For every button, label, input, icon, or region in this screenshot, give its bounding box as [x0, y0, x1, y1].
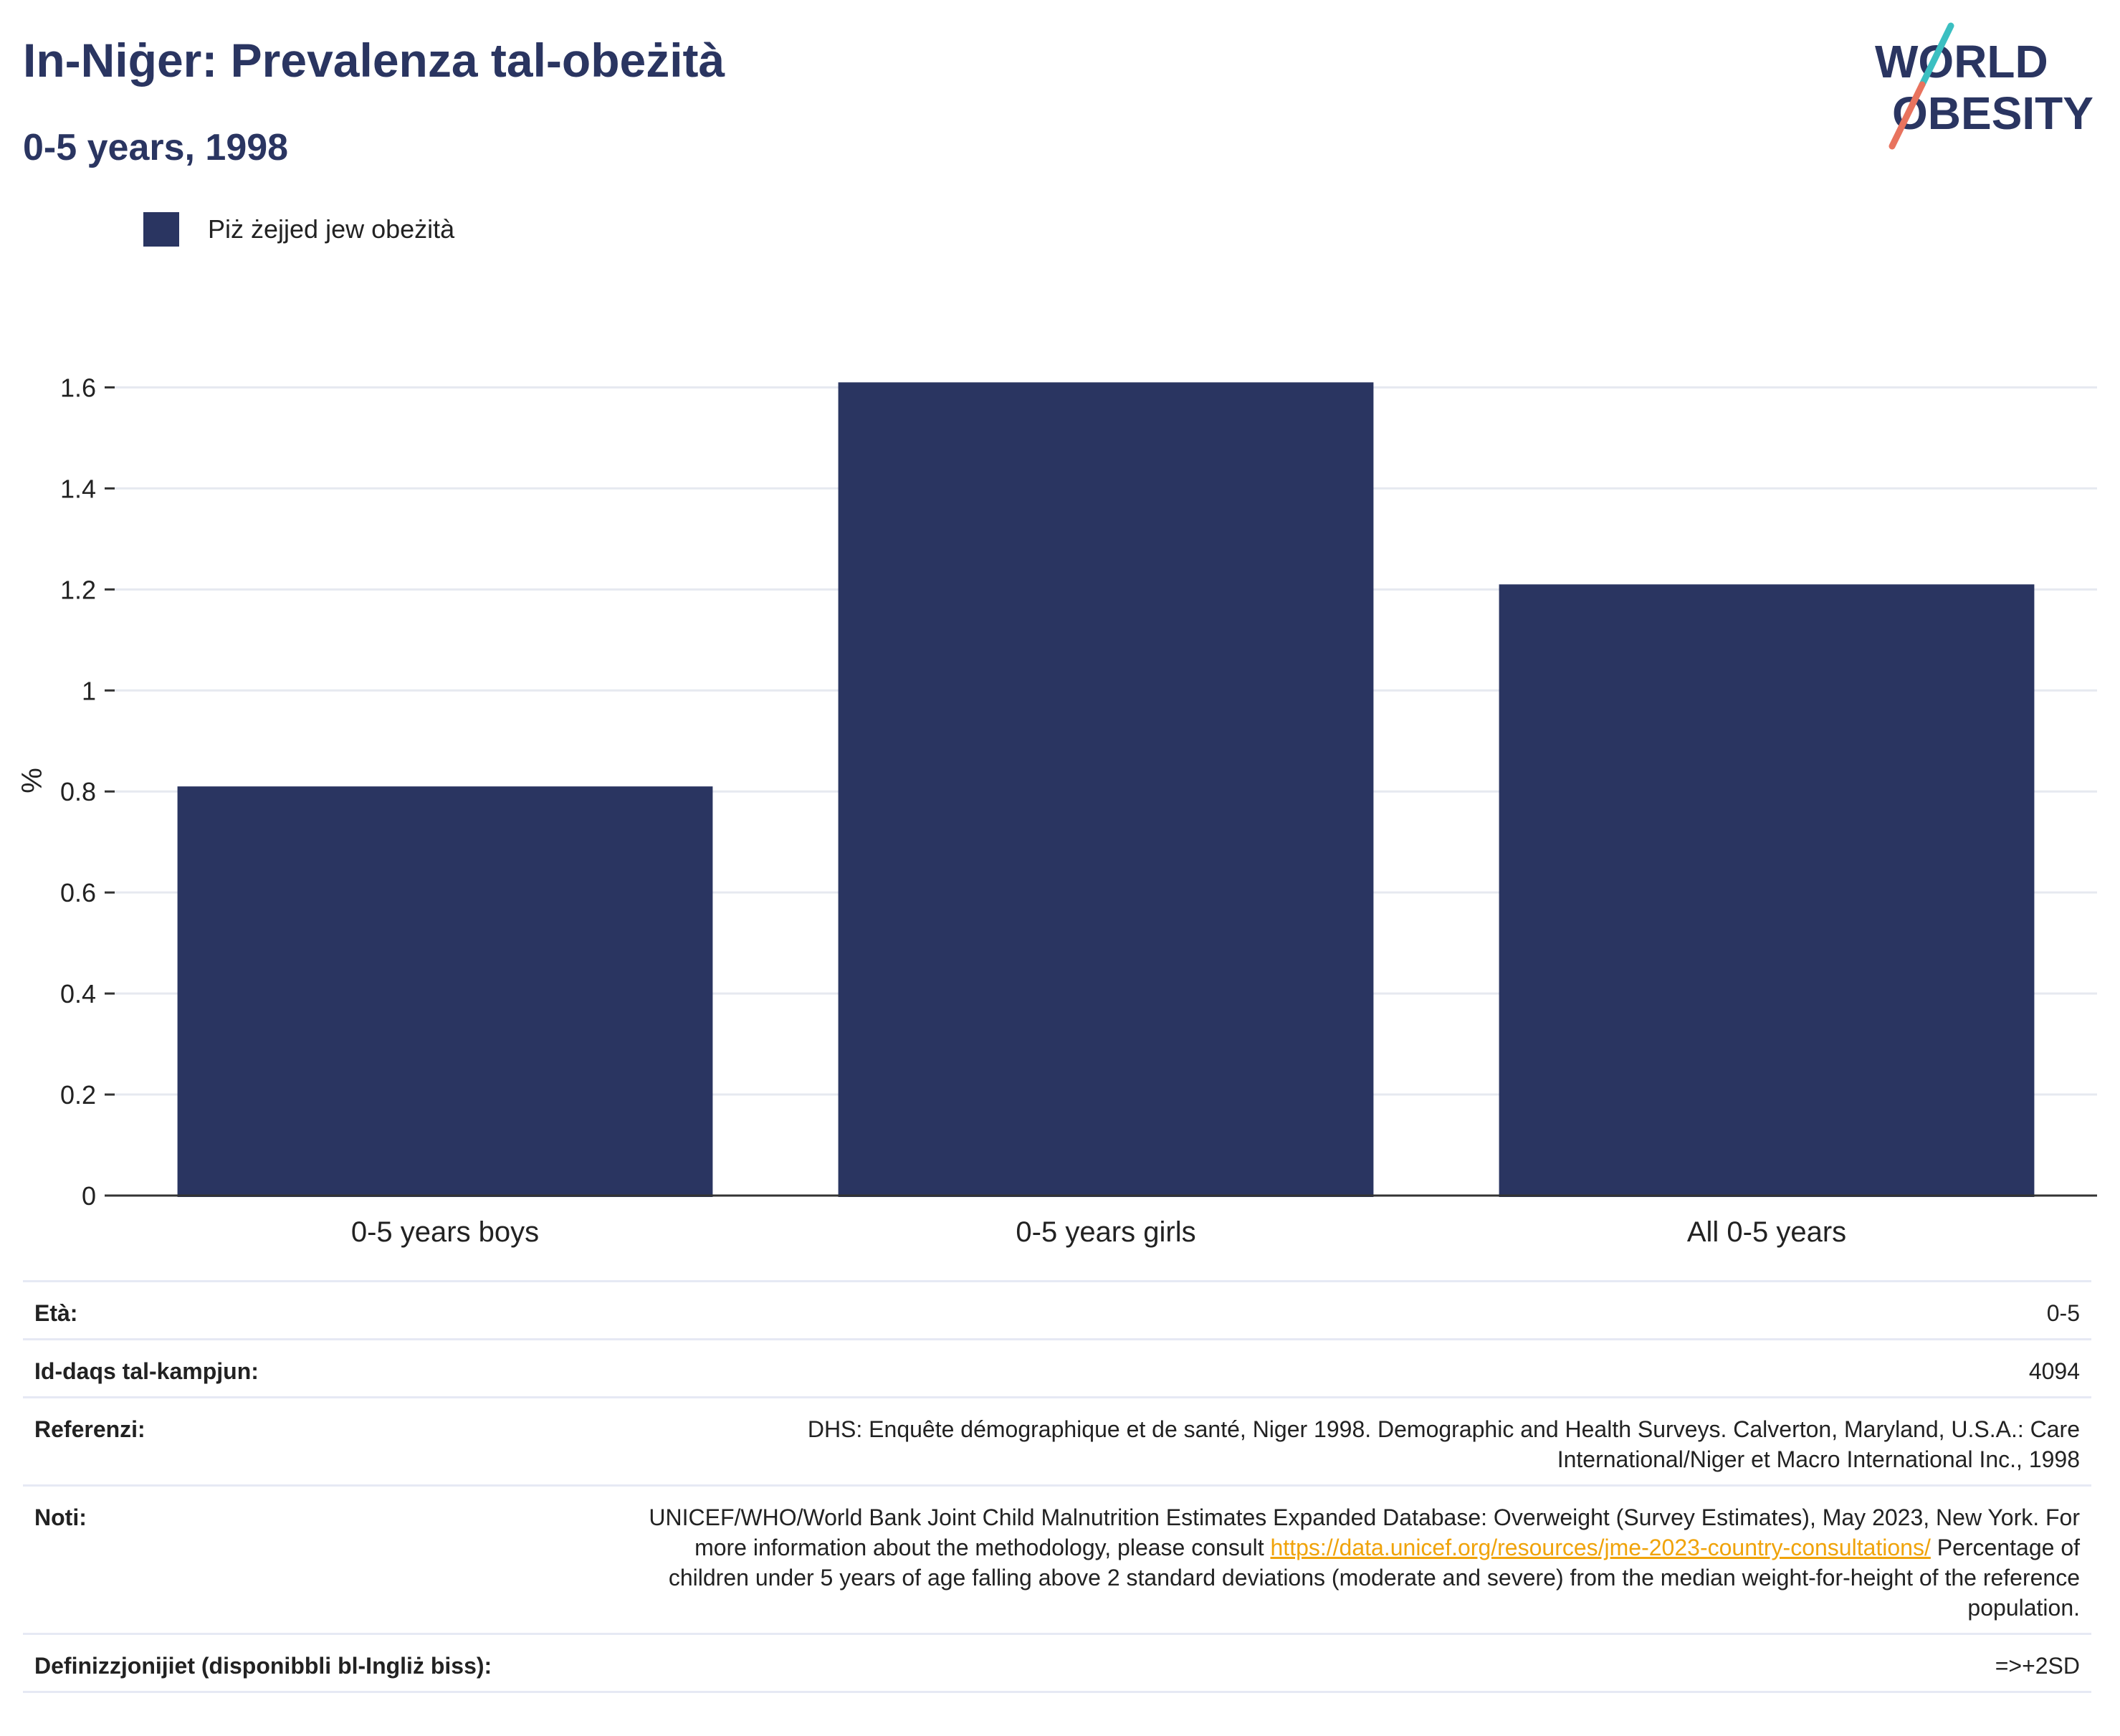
y-tick-label: 0.2: [60, 1080, 96, 1110]
y-tick-label: 0.6: [60, 878, 96, 907]
info-key-references: Referenzi:: [23, 1396, 634, 1486]
info-key-notes: Noti:: [23, 1484, 634, 1634]
y-tick-label: 1.6: [60, 373, 96, 402]
legend-label: Piż żejjed jew obeżità: [208, 214, 455, 244]
chart-subtitle: 0-5 years, 1998: [23, 127, 289, 168]
logo-line2: OBESITY: [1892, 87, 2093, 139]
info-key-sample-size: Id-daqs tal-kampjun:: [23, 1338, 634, 1398]
info-key-definitions: Definizzjonijiet (disponibbli bl-Ingliż …: [23, 1633, 634, 1693]
info-table: Età: 0-5 Id-daqs tal-kampjun: 4094 Refer…: [23, 1280, 2091, 1693]
y-tick-labels: 0 0.2 0.4 0.6 0.8 1 1.2 1.4 1.6: [60, 373, 115, 1211]
y-tick-label: 1.4: [60, 474, 96, 503]
x-tick-label: All 0-5 years: [1687, 1216, 1846, 1248]
chart-legend: Piż żejjed jew obeżità: [143, 212, 454, 247]
bars: [177, 382, 2035, 1197]
y-tick-label: 0: [82, 1181, 96, 1211]
world-obesity-logo: WORLD OBESITY: [1875, 22, 2093, 150]
bar: [838, 382, 1374, 1197]
notes-text-before: UNICEF/WHO/World Bank Joint Child Malnut…: [649, 1504, 2080, 1560]
info-value-sample-size: 4094: [634, 1338, 2091, 1398]
bar: [177, 786, 713, 1197]
info-value-age: 0-5: [634, 1280, 2091, 1340]
info-key-age: Età:: [23, 1280, 634, 1340]
logo-line1: WORLD: [1875, 36, 2048, 87]
info-row-references: Referenzi: DHS: Enquête démographique et…: [23, 1396, 2091, 1486]
info-value-notes: UNICEF/WHO/World Bank Joint Child Malnut…: [634, 1484, 2091, 1634]
x-tick-label: 0-5 years boys: [351, 1216, 539, 1248]
x-tick-labels: 0-5 years boys 0-5 years girls All 0-5 yea…: [351, 1216, 1846, 1248]
y-tick-label: 0.4: [60, 979, 96, 1008]
y-tick-label: 0.8: [60, 777, 96, 806]
notes-text-after: Percentage of children under 5 years of …: [668, 1535, 2080, 1621]
logo-slash-bottom: [1889, 81, 1926, 150]
y-tick-label: 1: [82, 676, 96, 705]
info-row-definitions: Definizzjonijiet (disponibbli bl-Ingliż …: [23, 1633, 2091, 1693]
y-tick-label: 1.2: [60, 575, 96, 604]
notes-link[interactable]: https://data.unicef.org/resources/jme-20…: [1270, 1535, 1931, 1560]
info-row-age: Età: 0-5: [23, 1280, 2091, 1340]
bar: [1499, 584, 2035, 1197]
chart-title: In-Niġer: Prevalenza tal-obeżità: [23, 34, 725, 87]
info-value-references: DHS: Enquête démographique et de santé, …: [634, 1396, 2091, 1486]
info-row-sample-size: Id-daqs tal-kampjun: 4094: [23, 1338, 2091, 1398]
info-row-notes: Noti: UNICEF/WHO/World Bank Joint Child …: [23, 1484, 2091, 1634]
info-value-definitions: =>+2SD: [634, 1633, 2091, 1693]
x-tick-label: 0-5 years girls: [1016, 1216, 1195, 1248]
logo-slash-top: [1919, 22, 1954, 88]
legend-swatch: [143, 212, 179, 247]
y-axis-title: %: [16, 768, 48, 793]
bar-chart: 00.20.40.60.811.21.41.6 0-5 years boys 0-…: [16, 373, 2097, 1248]
